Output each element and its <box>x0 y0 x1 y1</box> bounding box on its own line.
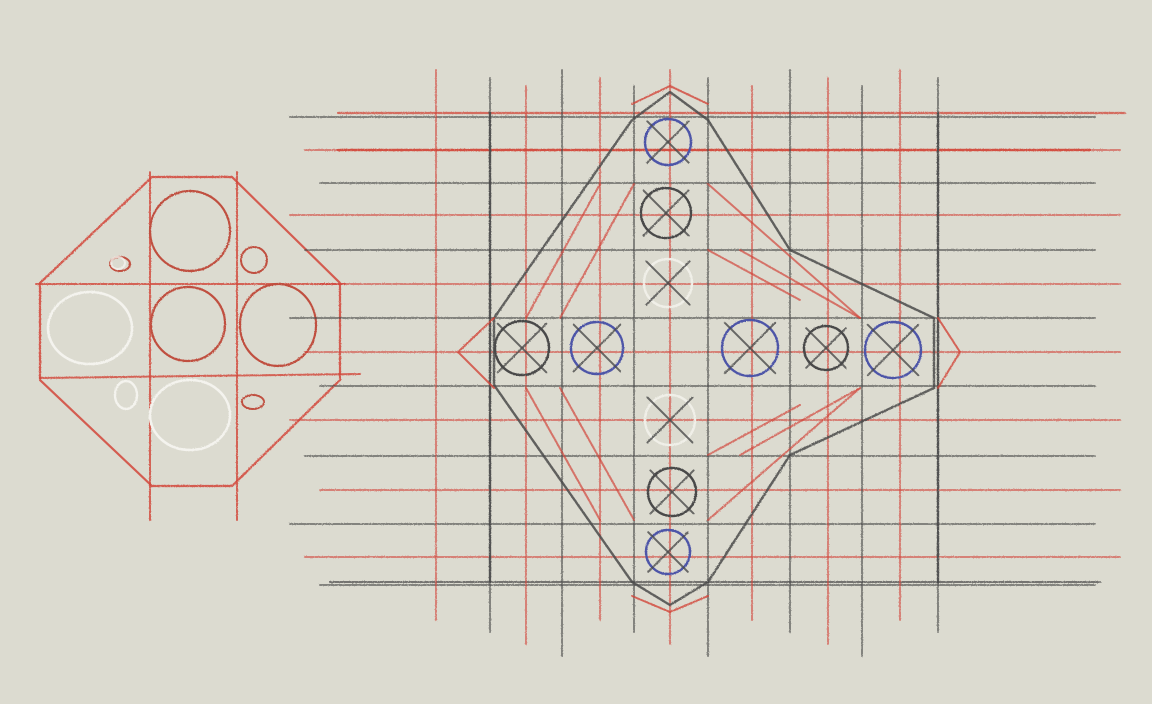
red-diagonal-3 <box>559 387 635 521</box>
circle-center <box>149 285 227 363</box>
small-circle-top-right <box>240 246 268 274</box>
target-circle-9 <box>646 466 698 518</box>
target-circle-5 <box>720 318 780 378</box>
red-diagonal-8 <box>707 249 801 301</box>
white-small-top-left <box>110 256 126 270</box>
white-circle-left <box>46 290 134 366</box>
left-horizontal-2 <box>39 373 361 379</box>
red-cap-right <box>937 317 962 389</box>
circle-right <box>238 282 318 368</box>
target-circle-0 <box>643 117 693 167</box>
target-circle-4 <box>569 320 625 376</box>
red-diagonal-4 <box>707 183 861 319</box>
octagon-circles-sketch <box>35 171 361 521</box>
target-cross-b-4 <box>572 323 622 373</box>
circle-top <box>148 189 232 273</box>
target-cross-b-2 <box>645 260 691 306</box>
diamond-grid-sketch <box>289 69 1127 657</box>
red-cap-top <box>631 84 709 105</box>
target-cross-b-3 <box>496 322 548 374</box>
target-cross-b-10 <box>647 531 689 573</box>
target-cross-b-8 <box>646 396 694 444</box>
red-diagonal-5 <box>707 387 861 521</box>
red-cap-bottom <box>631 595 709 614</box>
target-circle-7 <box>863 320 923 380</box>
target-circle-6 <box>802 324 850 372</box>
red-diagonal-7 <box>739 387 861 456</box>
target-cross-b-5 <box>723 321 777 375</box>
target-circle-10 <box>644 528 692 576</box>
target-circle-8 <box>643 393 697 447</box>
red-diagonal-2 <box>559 183 635 319</box>
octagon-outline <box>38 175 342 488</box>
target-circle-2 <box>642 257 694 309</box>
target-circle-3 <box>493 319 551 377</box>
white-small-ellipse <box>113 379 139 411</box>
target-cross-b-7 <box>866 323 920 377</box>
target-cross-b-0 <box>646 120 690 164</box>
red-diagonal-9 <box>707 404 801 456</box>
red-diagonal-0 <box>525 183 601 319</box>
red-cap-left <box>456 317 495 389</box>
target-cross-b-6 <box>805 327 847 369</box>
target-cross-b-9 <box>649 469 695 515</box>
diamond-outline <box>492 90 936 607</box>
red-diagonal-6 <box>739 249 861 319</box>
red-diagonal-1 <box>525 387 601 521</box>
small-ellipse-bottom-right <box>241 394 265 410</box>
target-circle-1 <box>639 186 693 240</box>
target-cross-b-1 <box>642 189 690 237</box>
white-circle-bottom <box>148 378 232 452</box>
